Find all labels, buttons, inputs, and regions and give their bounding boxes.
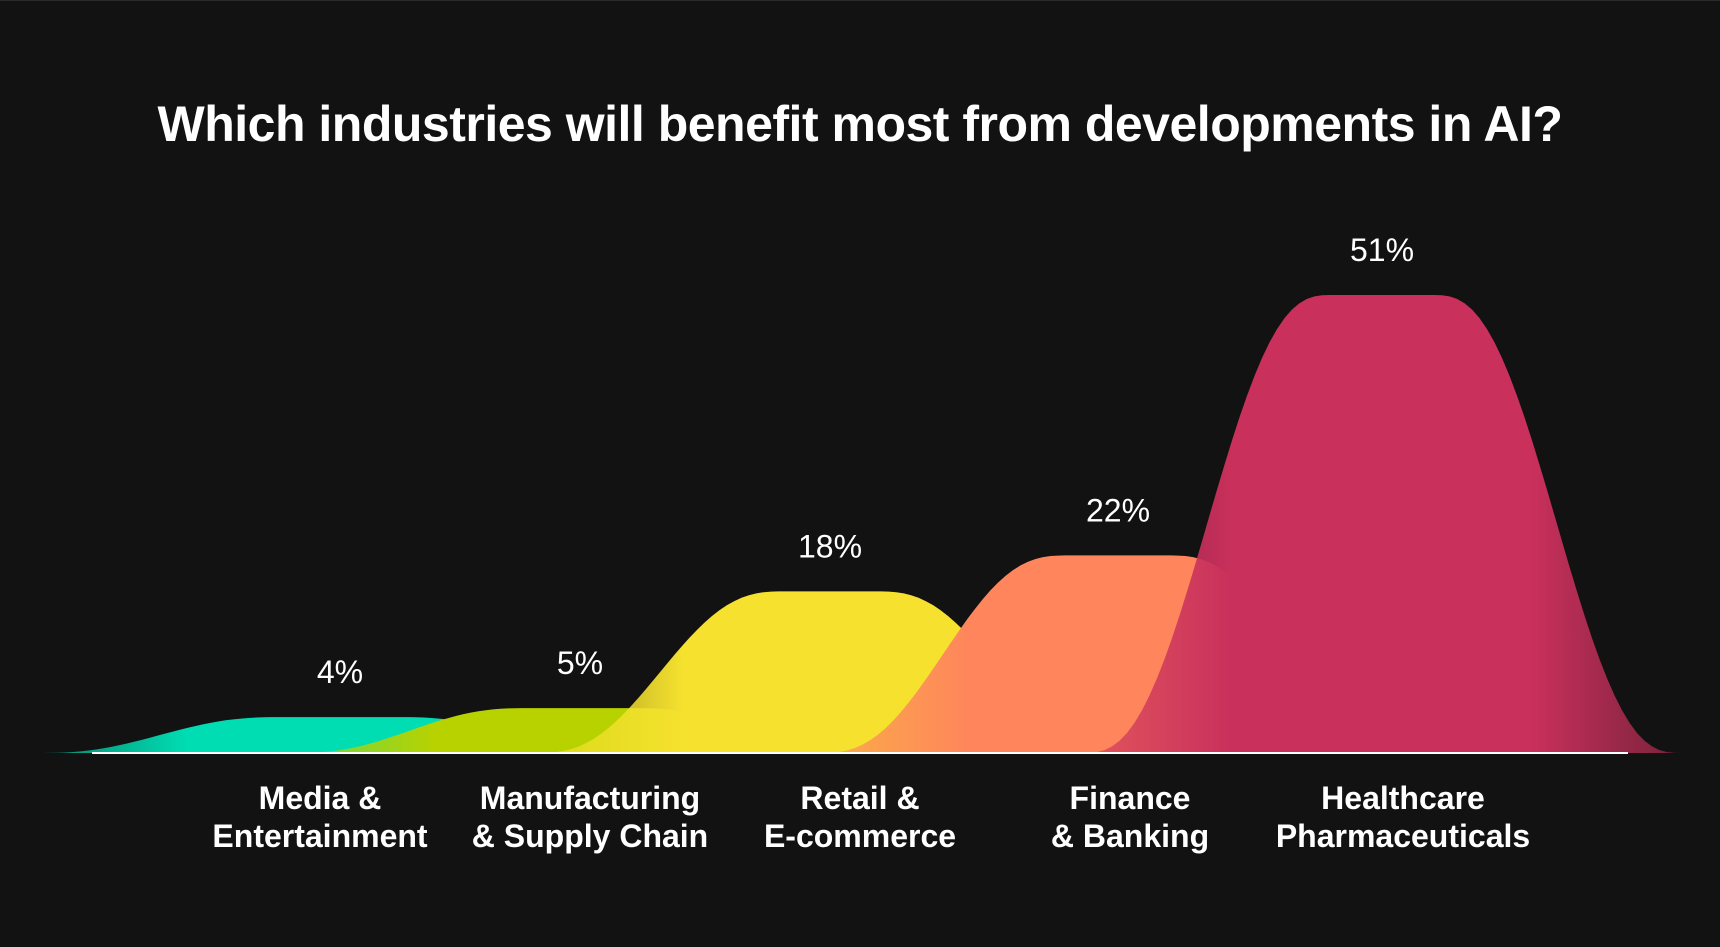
category-label-line: Healthcare [1321,780,1485,816]
category-label-line: Retail & [800,780,920,816]
value-label-media: 4% [317,654,363,690]
category-label-line: Media & [258,780,382,816]
value-label-healthcare: 51% [1350,232,1414,268]
category-label-line: Entertainment [212,818,428,854]
category-label-line: Finance [1069,780,1191,816]
category-label-line: & Banking [1050,818,1210,854]
category-label-finance: Finance & Banking [980,779,1280,855]
value-label-manufacturing: 5% [557,645,603,681]
value-label-retail: 18% [798,528,862,564]
category-label-line: E-commerce [763,818,957,854]
category-label-line: Manufacturing [479,780,701,816]
value-label-finance: 22% [1086,492,1150,528]
category-label-manufacturing: Manufacturing & Supply Chain [440,779,740,855]
category-label-line: & Supply Chain [471,818,709,854]
chart-title: Which industries will benefit most from … [157,96,1563,152]
category-label-line: Pharmaceuticals [1275,818,1531,854]
category-label-healthcare: Healthcare Pharmaceuticals [1253,779,1553,855]
peak-healthcare [1082,295,1682,753]
category-label-media: Media & Entertainment [170,779,470,855]
category-label-retail: Retail & E-commerce [710,779,1010,855]
